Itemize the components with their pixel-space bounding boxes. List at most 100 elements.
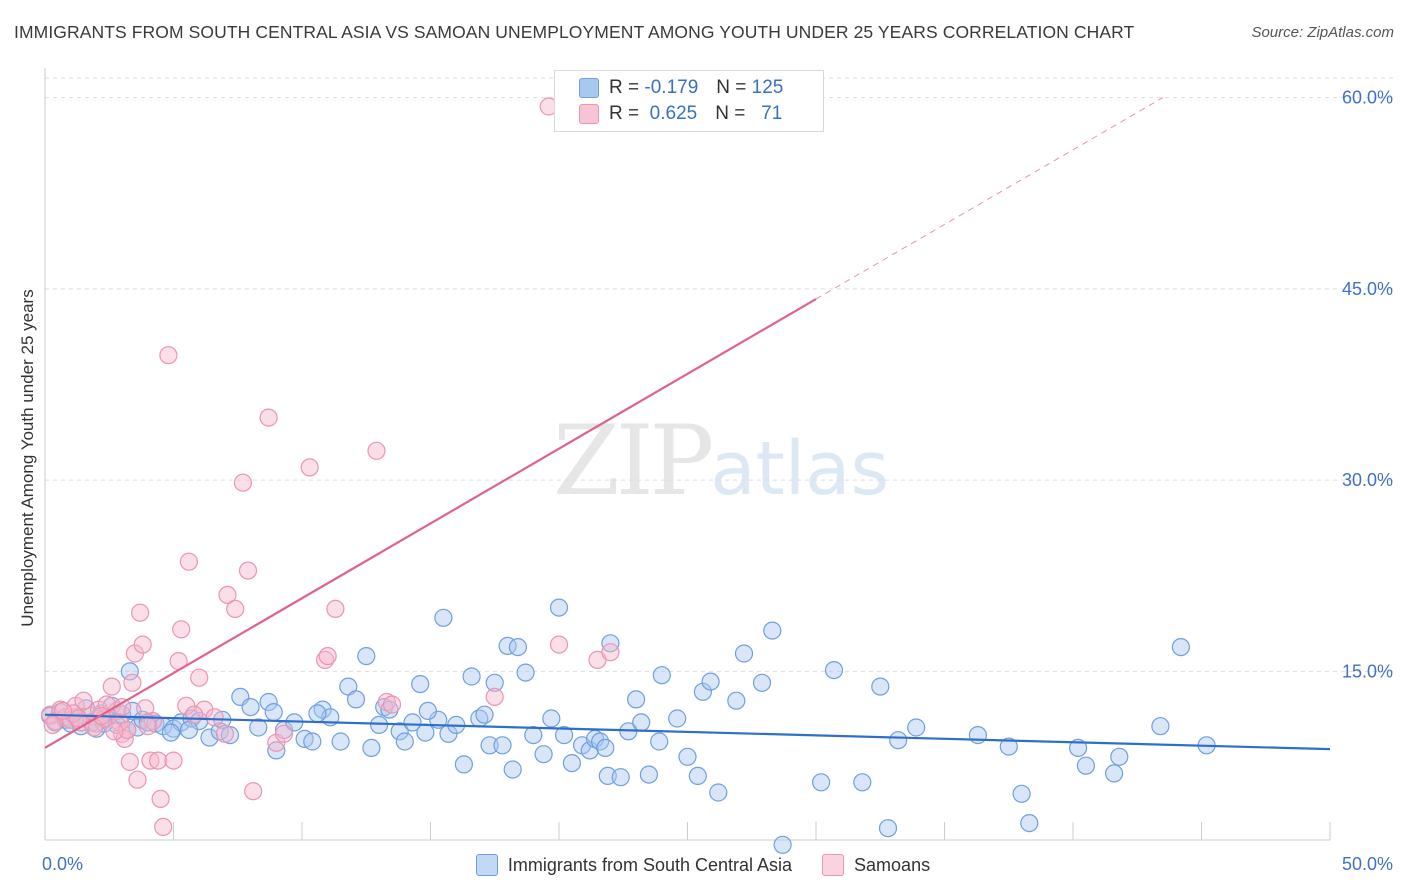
point-immigrants: [596, 738, 615, 758]
watermark: ZIPatlas: [553, 405, 889, 517]
point-immigrants: [542, 709, 561, 728]
point-immigrants: [480, 736, 499, 755]
correlation-legend: R = -0.179 N = 125 R = 0.625 N = 71: [554, 70, 824, 132]
trend-line-samoans: [44, 298, 817, 749]
legend-item-immigrants[interactable]: Immigrants from South Central Asia: [475, 854, 792, 876]
legend-r-value: -0.179: [644, 77, 699, 98]
point-immigrants: [1068, 738, 1088, 758]
point-immigrants: [853, 773, 872, 792]
point-samoans: [128, 770, 147, 789]
point-immigrants: [249, 718, 268, 737]
point-samoans: [274, 724, 294, 743]
point-immigrants: [773, 835, 792, 854]
y-axis-label: Unemployment Among Youth under 25 years: [18, 289, 37, 627]
point-immigrants: [1171, 637, 1191, 657]
legend-swatch-immigrants: [475, 854, 498, 876]
point-immigrants: [734, 644, 754, 663]
point-immigrants: [1076, 756, 1096, 775]
legend-item-samoans[interactable]: Samoans: [822, 854, 930, 876]
point-samoans: [367, 441, 386, 460]
point-samoans: [326, 599, 345, 619]
point-immigrants: [1110, 747, 1129, 766]
point-immigrants: [650, 732, 669, 751]
point-samoans: [133, 635, 152, 654]
point-immigrants: [210, 722, 229, 741]
legend-row-blue: R = -0.179 N = 125: [579, 75, 783, 101]
point-immigrants: [701, 672, 720, 691]
point-immigrants: [493, 736, 512, 755]
point-immigrants: [668, 709, 687, 728]
point-immigrants: [1151, 717, 1170, 736]
point-immigrants: [434, 608, 453, 627]
point-immigrants: [1012, 784, 1031, 803]
point-immigrants: [200, 728, 219, 747]
point-immigrants: [416, 723, 435, 742]
point-immigrants: [763, 621, 782, 640]
point-samoans: [131, 603, 150, 622]
point-immigrants: [120, 662, 139, 681]
point-samoans: [120, 752, 139, 772]
series-immigrants-points: [40, 598, 1216, 854]
point-immigrants: [485, 673, 504, 692]
point-samoans: [110, 713, 129, 732]
legend-r-label: R =: [609, 77, 640, 98]
point-immigrants: [562, 753, 582, 773]
point-immigrants: [179, 720, 198, 740]
point-immigrants: [390, 722, 409, 741]
point-immigrants: [878, 819, 898, 838]
point-immigrants: [508, 637, 528, 657]
point-immigrants: [968, 725, 988, 745]
point-immigrants: [1104, 764, 1124, 783]
point-samoans: [205, 708, 224, 727]
point-immigrants: [411, 674, 430, 694]
point-immigrants: [811, 773, 831, 792]
point-immigrants: [727, 691, 746, 710]
point-immigrants: [241, 697, 260, 717]
point-samoans: [159, 346, 178, 365]
legend-n-value: 71: [750, 103, 783, 124]
point-samoans: [102, 677, 121, 696]
legend-label-samoans: Samoans: [854, 854, 931, 875]
legend-r-value: 0.625: [644, 103, 698, 124]
point-samoans: [218, 585, 237, 605]
point-immigrants: [503, 760, 522, 779]
point-samoans: [259, 408, 278, 427]
series-samoans-points: [40, 97, 620, 837]
point-samoans: [53, 701, 73, 721]
point-samoans: [244, 782, 263, 801]
legend-row-pink: R = 0.625 N = 71: [579, 101, 782, 127]
point-immigrants: [308, 704, 327, 723]
legend-swatch-blue: [579, 78, 599, 98]
point-immigrants: [752, 673, 772, 692]
point-samoans: [190, 668, 209, 687]
point-samoans: [300, 458, 319, 477]
x-tick-label-end: 50.0%: [1342, 854, 1393, 874]
point-immigrants: [259, 692, 278, 712]
point-immigrants: [549, 598, 569, 617]
point-samoans: [185, 705, 204, 724]
legend-n-value: 125: [751, 77, 784, 98]
watermark-zip: ZIP: [553, 405, 714, 517]
point-immigrants: [1020, 813, 1039, 833]
point-immigrants: [161, 723, 180, 742]
point-immigrants: [346, 690, 366, 709]
point-immigrants: [362, 738, 381, 758]
point-samoans: [138, 717, 157, 736]
point-samoans: [43, 715, 62, 735]
point-immigrants: [678, 747, 697, 766]
tick-labels: 15.0% 30.0% 45.0% 60.0% 0.0% 50.0%: [42, 88, 1393, 874]
point-samoans: [215, 724, 234, 743]
point-samoans: [74, 691, 93, 710]
point-samoans: [485, 687, 504, 707]
point-immigrants: [395, 732, 414, 751]
series-legend: Immigrants from South Central Asia Samoa…: [0, 852, 1406, 878]
axes: [44, 68, 1331, 841]
trend-lines: [44, 97, 1331, 751]
point-immigrants: [632, 713, 651, 732]
point-immigrants: [709, 783, 728, 802]
point-samoans: [549, 635, 569, 654]
point-immigrants: [611, 768, 630, 787]
legend-n-label: N =: [716, 77, 747, 98]
point-samoans: [123, 673, 142, 692]
